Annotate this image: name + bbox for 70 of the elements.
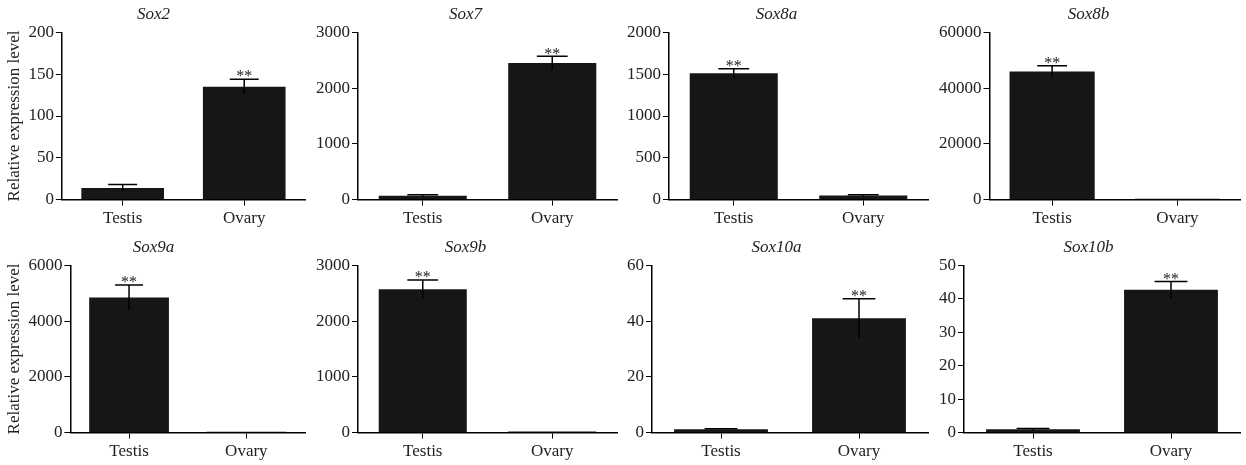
annotation: ** — [121, 273, 138, 291]
annotation: ** — [236, 67, 253, 85]
x-tick-label: Ovary — [837, 441, 881, 461]
y-tick-label: 10 — [938, 388, 956, 408]
y-tick-label: 40000 — [938, 77, 981, 97]
x-tick-label: Testis — [109, 441, 149, 461]
y-tick-label: 150 — [28, 63, 54, 83]
x-tick-label: Ovary — [530, 441, 574, 461]
annotation: ** — [414, 268, 431, 286]
y-tick-label: 2000 — [627, 21, 661, 41]
x-tick-label: Testis — [402, 208, 442, 228]
y-tick-label: 0 — [972, 189, 981, 209]
x-tick-label: Testis — [714, 208, 754, 228]
y-tick-label: 0 — [635, 422, 644, 442]
x-tick-label: Ovary — [842, 208, 885, 228]
y-tick-label: 3000 — [315, 254, 350, 274]
x-tick-label: Testis — [1031, 208, 1072, 228]
chart-title: Sox10b — [1062, 236, 1114, 256]
y-tick-label: 200 — [28, 21, 54, 41]
y-tick-label: 60 — [627, 254, 644, 274]
annotation: ** — [1043, 54, 1060, 72]
annotation: ** — [725, 56, 742, 74]
y-tick-label: 60000 — [938, 21, 981, 41]
x-tick-label: Testis — [701, 441, 741, 461]
chart-title: Sox9b — [444, 236, 486, 256]
y-axis-title: Relative expression level — [3, 263, 23, 435]
annotation: ** — [1162, 269, 1179, 287]
y-tick-label: 1000 — [315, 366, 350, 386]
x-tick-label: Ovary — [1149, 441, 1193, 461]
chart-title: Sox10a — [751, 236, 802, 256]
y-tick-label: 50 — [938, 254, 956, 274]
annotation: ** — [851, 287, 867, 305]
x-tick-label: Testis — [1012, 441, 1053, 461]
y-tick-label: 1500 — [627, 63, 661, 83]
annotation: ** — [543, 44, 560, 62]
x-tick-label: Ovary — [222, 208, 266, 228]
y-tick-label: 1000 — [315, 133, 350, 153]
y-tick-label: 500 — [635, 147, 661, 167]
chart-title: Sox2 — [136, 3, 171, 23]
x-tick-label: Ovary — [225, 441, 269, 461]
y-tick-label: 2000 — [315, 310, 350, 330]
chart-title: Sox9a — [132, 236, 175, 256]
y-tick-label: 2000 — [28, 366, 63, 386]
x-tick-label: Testis — [102, 208, 143, 228]
y-tick-label: 6000 — [28, 254, 63, 274]
y-tick-label: 0 — [341, 189, 350, 209]
y-tick-label: 100 — [28, 105, 54, 125]
y-tick-label: 0 — [947, 422, 956, 442]
y-tick-label: 3000 — [315, 21, 350, 41]
y-tick-label: 1000 — [627, 105, 661, 125]
y-tick-label: 40 — [627, 310, 644, 330]
x-tick-label: Testis — [402, 441, 442, 461]
y-tick-label: 50 — [36, 147, 54, 167]
y-tick-label: 4000 — [28, 310, 63, 330]
y-tick-label: 20 — [938, 355, 956, 375]
y-tick-label: 20 — [627, 366, 644, 386]
y-tick-label: 2000 — [315, 77, 350, 97]
x-tick-label: Ovary — [1155, 208, 1199, 228]
y-axis-title: Relative expression level — [3, 30, 23, 202]
y-tick-label: 30 — [938, 321, 956, 341]
chart-title: Sox8a — [755, 3, 798, 23]
y-tick-label: 0 — [341, 422, 350, 442]
y-tick-label: 20000 — [938, 133, 981, 153]
y-tick-label: 0 — [652, 189, 661, 209]
x-tick-label: Ovary — [530, 208, 574, 228]
chart-title: Sox7 — [448, 3, 484, 23]
y-tick-label: 0 — [45, 189, 54, 209]
y-tick-label: 0 — [53, 422, 63, 442]
chart-title: Sox8b — [1067, 3, 1109, 23]
y-tick-label: 40 — [938, 288, 956, 308]
